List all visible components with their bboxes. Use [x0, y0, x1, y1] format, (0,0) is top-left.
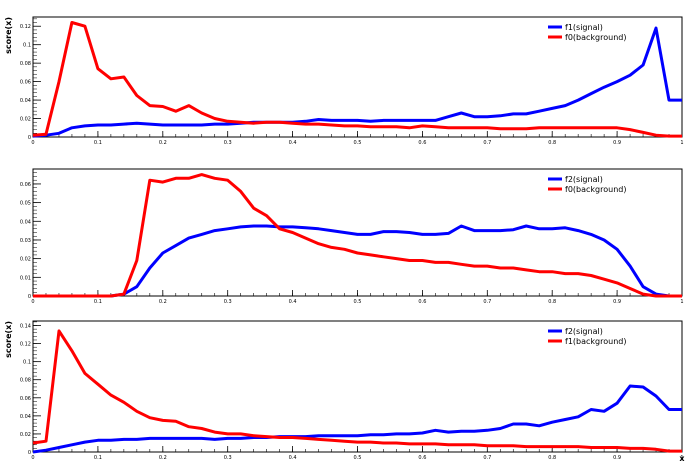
series-line-f2-signal- [32, 384, 682, 454]
legend-entry: f0(background) [565, 33, 626, 42]
x-tick-label: 0.5 [354, 299, 362, 305]
series-line-f1-signal- [32, 26, 682, 138]
y-tick-label: 0 [28, 294, 31, 300]
y-tick-label: 0.06 [20, 80, 31, 86]
legend-entry: f2(signal) [565, 175, 603, 184]
x-tick-label: 0.9 [613, 140, 621, 146]
y-tick-label: 0.05 [20, 201, 31, 207]
x-tick-label: 0.4 [289, 140, 297, 146]
y-axis-label: score(x) [4, 321, 13, 358]
x-tick-label: 0.6 [418, 140, 426, 146]
x-tick-label: 0.7 [483, 140, 491, 146]
y-tick-label: 0.01 [20, 275, 31, 281]
y-tick-label: 0.02 [20, 432, 31, 438]
x-tick-label: 1 [680, 140, 683, 146]
y-tick-label: 0.12 [20, 24, 31, 30]
x-tick-label: 0.5 [354, 455, 362, 461]
x-tick-label: 0.7 [483, 299, 491, 305]
x-tick-label: 0.9 [613, 455, 621, 461]
x-tick-label: 0.2 [159, 455, 167, 461]
y-tick-label: 0.04 [20, 414, 31, 420]
x-tick-label: 0.5 [354, 140, 362, 146]
y-tick-label: 0.12 [20, 342, 31, 348]
legend-entry: f2(signal) [565, 327, 603, 336]
y-tick-label: 0.1 [23, 360, 31, 366]
x-tick-label: 0 [31, 299, 34, 305]
chart-panel-1: 0 0.1 0.2 0.3 0.4 0.5 0.6 0.7 0.8 0.9 1 0 0.02 0.04 0.… [4, 16, 684, 146]
x-tick-label: 1 [680, 455, 683, 461]
x-tick-label: 0 [31, 140, 34, 146]
y-tick-label: 0.06 [20, 182, 31, 188]
y-tick-label: 0.08 [20, 378, 31, 384]
x-tick-label: 0.6 [418, 299, 426, 305]
x-tick-label: 0.3 [224, 299, 232, 305]
x-tick-label: 0.8 [548, 140, 556, 146]
series-line-f1-background- [32, 329, 682, 453]
x-tick-label: 0.2 [159, 140, 167, 146]
y-tick-label: 0 [28, 450, 31, 456]
y-tick-label: 0.14 [20, 324, 31, 330]
x-tick-label: 0.4 [289, 299, 297, 305]
legend-entry: f0(background) [565, 185, 626, 194]
x-tick-label: 0.1 [94, 299, 102, 305]
x-tick-label: 0.2 [159, 299, 167, 305]
x-tick-label: 0.9 [613, 299, 621, 305]
x-tick-label: 1 [680, 299, 683, 305]
y-tick-label: 0.08 [20, 61, 31, 67]
legend-entry: f1(background) [565, 337, 626, 346]
y-tick-label: 0.02 [20, 257, 31, 263]
y-tick-label: 0.06 [20, 396, 31, 402]
x-tick-label: 0 [31, 455, 34, 461]
x-tick-label: 0.3 [224, 140, 232, 146]
y-axis-label: score(x) [4, 17, 13, 54]
x-axis-label: x [679, 454, 685, 463]
chart-panel-2: 0 0.1 0.2 0.3 0.4 0.5 0.6 0.7 0.8 0.9 1 0 0.01 0.02 0.… [20, 168, 684, 305]
y-tick-label: 0.03 [20, 238, 31, 244]
chart-panel-3: 0 0.1 0.2 0.3 0.4 0.5 0.6 0.7 0.8 0.9 1 0 0.02 0.04 0.… [4, 320, 685, 463]
y-tick-label: 0.04 [20, 219, 31, 225]
x-tick-label: 0.3 [224, 455, 232, 461]
x-tick-label: 0.7 [483, 455, 491, 461]
x-tick-label: 0.6 [418, 455, 426, 461]
y-tick-label: 0.1 [23, 43, 31, 49]
series-line-f2-signal- [33, 224, 682, 298]
x-tick-label: 0.1 [94, 455, 102, 461]
legend-entry: f1(signal) [565, 23, 603, 32]
y-tick-label: 0 [28, 135, 31, 141]
y-tick-label: 0.02 [20, 117, 31, 123]
x-tick-label: 0.1 [94, 140, 102, 146]
y-tick-label: 0.04 [20, 98, 31, 104]
x-tick-label: 0.8 [548, 299, 556, 305]
series-line-f0-background- [33, 173, 682, 298]
x-tick-label: 0.4 [289, 455, 297, 461]
series-line-f0-background- [32, 21, 682, 138]
x-tick-label: 0.8 [548, 455, 556, 461]
